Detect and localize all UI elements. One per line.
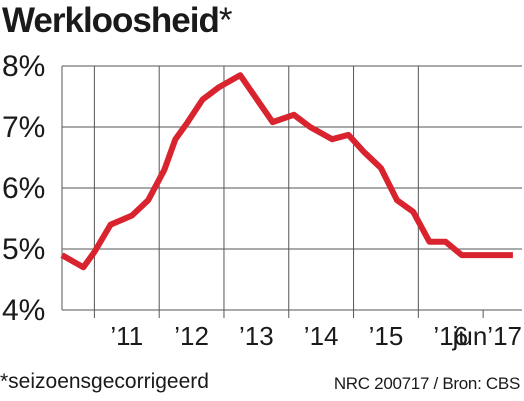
- title-asterisk: *: [218, 1, 233, 40]
- y-tick-label: 6%: [2, 172, 45, 205]
- y-tick-label: 4%: [2, 294, 45, 327]
- series-line-werkloosheid: [60, 72, 514, 271]
- x-tick-label: jun’17: [452, 321, 522, 351]
- x-tick-label: ’13: [239, 321, 274, 351]
- x-tick-label: ’15: [369, 321, 404, 351]
- x-tick-label: ’14: [304, 321, 339, 351]
- y-tick-label: 5%: [2, 233, 45, 266]
- y-tick-label: 8%: [2, 50, 45, 83]
- y-tick-label: 7%: [2, 111, 45, 144]
- chart-title: Werkloosheid*: [2, 1, 233, 40]
- footnote: *seizoensgecorrigeerd: [0, 370, 209, 393]
- x-tick-label: ’11: [110, 321, 143, 351]
- x-tick-label: ’16: [433, 321, 468, 351]
- x-tick-label: ’12: [174, 321, 209, 351]
- source-credit: NRC 200717 / Bron: CBS: [333, 374, 520, 393]
